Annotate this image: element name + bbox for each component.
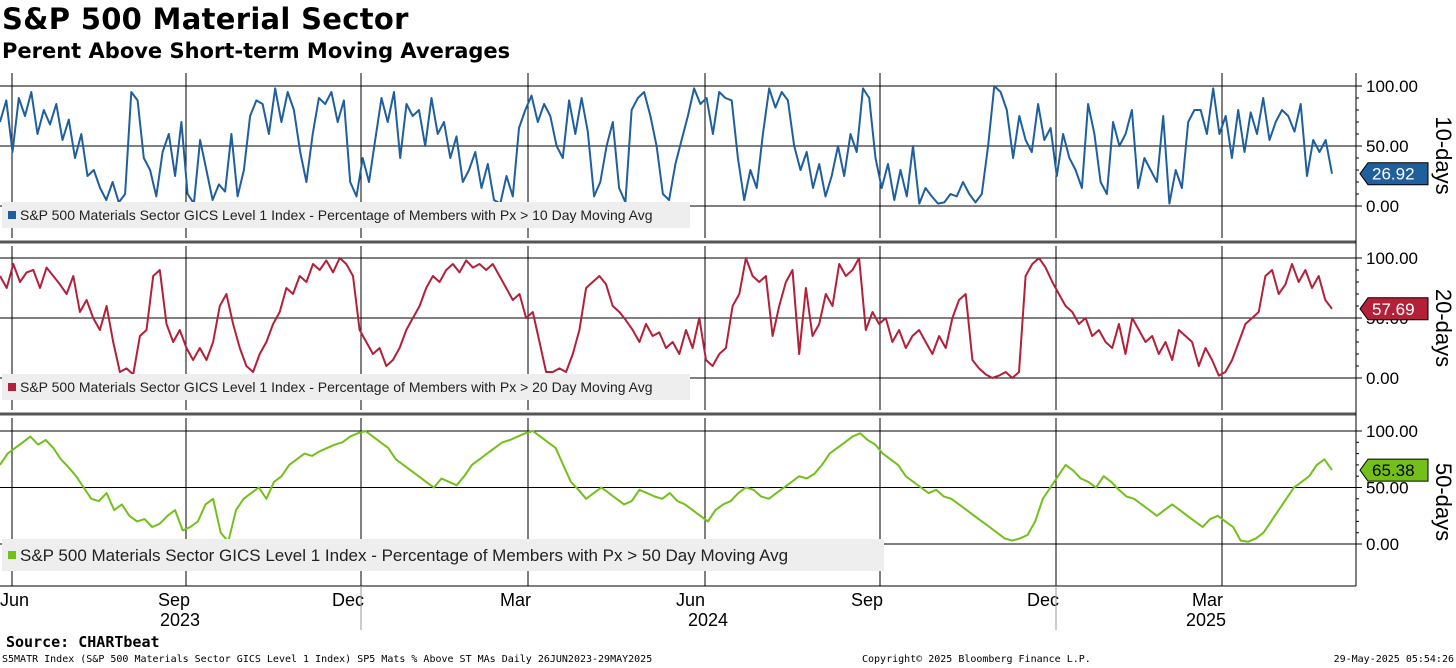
legend-swatch (8, 211, 16, 219)
last-value-label: 26.92 (1372, 165, 1415, 184)
footer-ticker-info: S5MATR Index (S&P 500 Materials Sector G… (2, 654, 653, 665)
x-month-label: Dec (332, 590, 364, 610)
legend-box (2, 374, 690, 400)
footer-copyright: Copyright© 2025 Bloomberg Finance L.P. (862, 654, 1091, 665)
legend-label: S&P 500 Materials Sector GICS Level 1 In… (20, 379, 653, 395)
chart-title: S&P 500 Material Sector (2, 2, 409, 36)
series-line-50-days (0, 430, 1333, 543)
last-value-label: 57.69 (1372, 300, 1415, 319)
x-year-label: 2025 (1186, 610, 1226, 630)
x-month-label: Sep (158, 590, 190, 610)
y-tick-label: 100.00 (1366, 249, 1418, 268)
last-value-badge (1359, 458, 1429, 482)
x-month-label: Sep (851, 590, 883, 610)
legend-label: S&P 500 Materials Sector GICS Level 1 In… (20, 546, 788, 565)
x-month-label: Mar (1192, 590, 1223, 610)
legend-swatch (8, 383, 16, 391)
x-year-label: 2023 (160, 610, 200, 630)
last-value-badge (1359, 297, 1429, 321)
chart-subtitle: Perent Above Short-term Moving Averages (2, 39, 511, 63)
chart-canvas: 100.00 50.00 0.00 S&P 500 Materials Sector … (0, 73, 1456, 630)
x-year-label: 2024 (688, 610, 728, 630)
x-month-label: Dec (1027, 590, 1059, 610)
y-tick-label: 50.00 (1366, 479, 1409, 498)
y-tick-label: 50.00 (1366, 137, 1409, 156)
series-line-20-days (0, 257, 1333, 379)
x-month-label: Jun (0, 590, 29, 610)
footer-timestamp: 29-May-2025 05:54:26 (1333, 654, 1454, 665)
y-tick-label: 0.00 (1366, 369, 1399, 388)
y-tick-label: 0.00 (1366, 197, 1399, 216)
panel-label-20-days: 20-days (1431, 289, 1456, 367)
legend-swatch (8, 551, 16, 559)
panel-label-50-days: 50-days (1431, 463, 1456, 541)
y-tick-label: 100.00 (1366, 422, 1418, 441)
x-month-label: Mar (500, 590, 531, 610)
legend-label: S&P 500 Materials Sector GICS Level 1 In… (20, 207, 653, 223)
legend-box (2, 539, 884, 571)
y-tick-label: 100.00 (1366, 77, 1418, 96)
panel-label-10-days: 10-days (1431, 116, 1456, 194)
x-month-label: Jun (676, 590, 705, 610)
last-value-badge (1359, 162, 1429, 186)
y-tick-label: 0.00 (1366, 535, 1399, 554)
legend-box (2, 202, 690, 228)
series-line-10-days (0, 85, 1333, 205)
source-note: Source: CHARTbeat (6, 633, 160, 651)
last-value-label: 65.38 (1372, 461, 1415, 480)
